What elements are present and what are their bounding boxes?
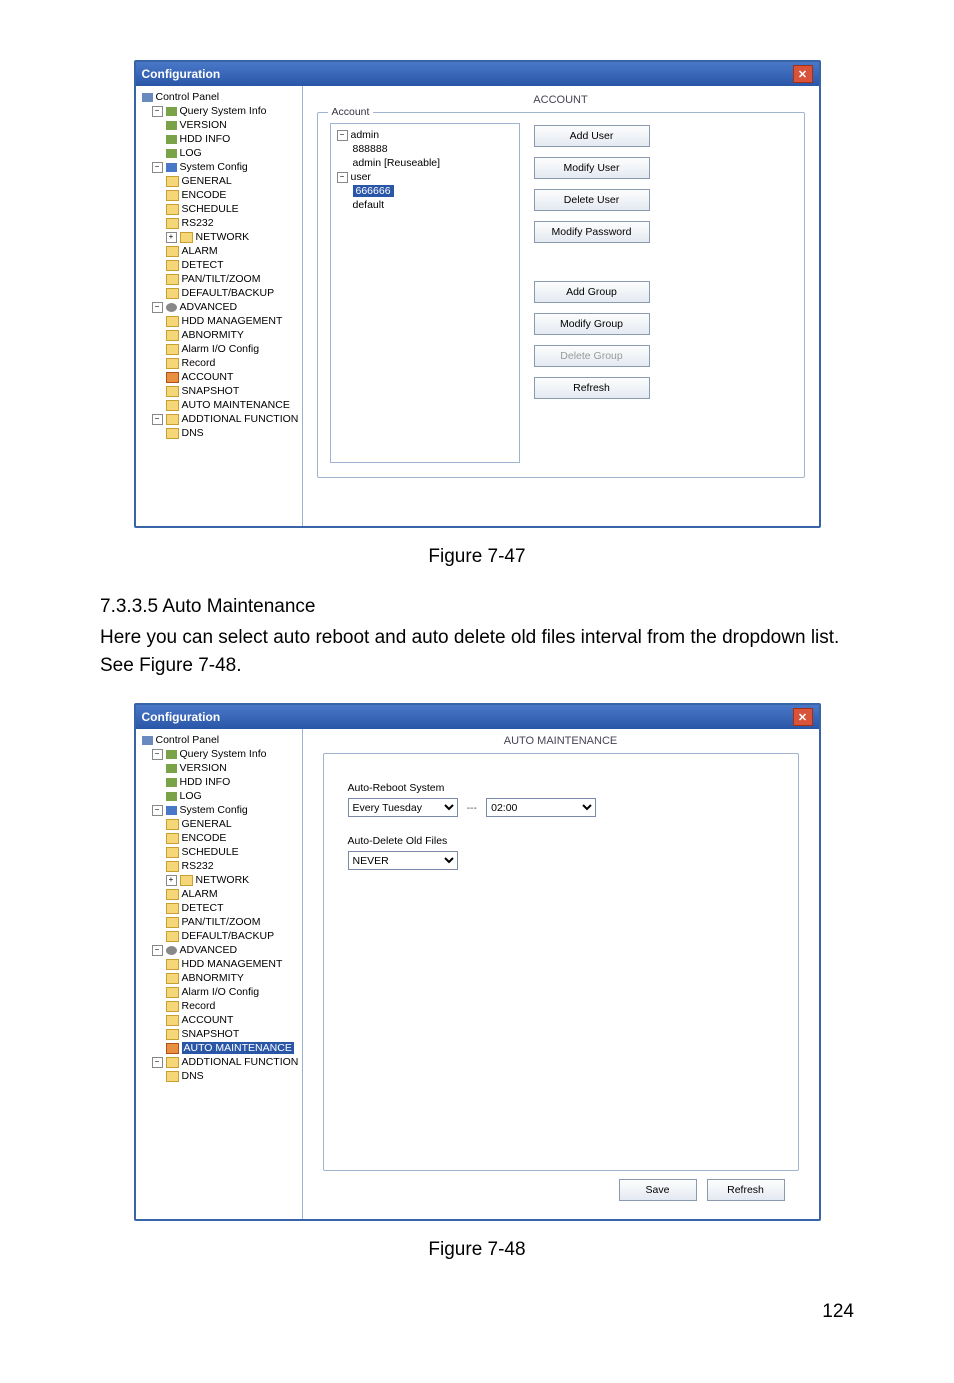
tree-alarm[interactable]: ALARM: [138, 887, 300, 901]
tree-query-system-info[interactable]: −Query System Info: [138, 747, 300, 761]
tree-control-panel[interactable]: Control Panel: [138, 733, 300, 747]
tree-system-config[interactable]: −System Config: [138, 160, 300, 174]
tree-abnormity[interactable]: ABNORMITY: [138, 971, 300, 985]
refresh-button-48[interactable]: Refresh: [707, 1179, 785, 1201]
account-tree: −admin 888888 admin [Reuseable] −user 66…: [330, 123, 520, 463]
tree-schedule[interactable]: SCHEDULE: [138, 845, 300, 859]
tree-encode[interactable]: ENCODE: [138, 188, 300, 202]
acct-888888[interactable]: 888888: [335, 142, 515, 156]
tree-schedule[interactable]: SCHEDULE: [138, 202, 300, 216]
tree-general[interactable]: GENERAL: [138, 174, 300, 188]
tree-ptz[interactable]: PAN/TILT/ZOOM: [138, 272, 300, 286]
acct-admin[interactable]: −admin: [335, 128, 515, 142]
tree-account[interactable]: ACCOUNT: [138, 1013, 300, 1027]
tree-hdd-mgmt[interactable]: HDD MANAGEMENT: [138, 314, 300, 328]
tree-hdd-mgmt[interactable]: HDD MANAGEMENT: [138, 957, 300, 971]
content-account: ACCOUNT Account −admin 888888 admin [Reu…: [303, 86, 819, 526]
tree-alarm-io[interactable]: Alarm I/O Config: [138, 985, 300, 999]
tree-network[interactable]: +NETWORK: [138, 230, 300, 244]
reboot-day-select[interactable]: Every Tuesday: [348, 798, 458, 817]
content-auto-maint: AUTO MAINTENANCE Auto-Reboot System Ever…: [303, 729, 819, 1219]
tree-snapshot[interactable]: SNAPSHOT: [138, 1027, 300, 1041]
close-icon[interactable]: ✕: [793, 65, 813, 83]
tree-account[interactable]: ACCOUNT: [138, 370, 300, 384]
titlebar: Configuration ✕: [136, 62, 819, 86]
tree-advanced[interactable]: −ADVANCED: [138, 300, 300, 314]
refresh-button[interactable]: Refresh: [534, 377, 650, 399]
tree-record[interactable]: Record: [138, 999, 300, 1013]
account-fieldset: Account −admin 888888 admin [Reuseable] …: [317, 112, 805, 478]
tree-record[interactable]: Record: [138, 356, 300, 370]
tree-auto-maint-sel[interactable]: AUTO MAINTENANCE: [138, 1041, 300, 1055]
tree-alarm[interactable]: ALARM: [138, 244, 300, 258]
figure-48-caption: Figure 7-48: [100, 1239, 854, 1261]
acct-admin-reuse[interactable]: admin [Reuseable]: [335, 156, 515, 170]
tree-network[interactable]: +NETWORK: [138, 873, 300, 887]
nav-tree: Control Panel −Query System Info VERSION…: [136, 86, 303, 526]
tree-rs232[interactable]: RS232: [138, 216, 300, 230]
close-icon-48[interactable]: ✕: [793, 708, 813, 726]
tree-alarm-io[interactable]: Alarm I/O Config: [138, 342, 300, 356]
reboot-time-select[interactable]: 02:00: [486, 798, 596, 817]
page-number: 124: [100, 1301, 854, 1323]
tree-additional[interactable]: −ADDTIONAL FUNCTION: [138, 412, 300, 426]
section-body: Here you can select auto reboot and auto…: [100, 624, 854, 679]
tree-auto-maint[interactable]: AUTO MAINTENANCE: [138, 398, 300, 412]
tree-detect[interactable]: DETECT: [138, 901, 300, 915]
panel-title-48: AUTO MAINTENANCE: [323, 735, 799, 747]
tree-additional[interactable]: −ADDTIONAL FUNCTION: [138, 1055, 300, 1069]
tree-detect[interactable]: DETECT: [138, 258, 300, 272]
add-user-button[interactable]: Add User: [534, 125, 650, 147]
auto-delete-label: Auto-Delete Old Files: [348, 835, 774, 847]
save-button[interactable]: Save: [619, 1179, 697, 1201]
tree-hdd-info[interactable]: HDD INFO: [138, 132, 300, 146]
tree-version[interactable]: VERSION: [138, 761, 300, 775]
delete-group-button[interactable]: Delete Group: [534, 345, 650, 367]
tree-advanced[interactable]: −ADVANCED: [138, 943, 300, 957]
delete-user-button[interactable]: Delete User: [534, 189, 650, 211]
nav-tree-48: Control Panel −Query System Info VERSION…: [136, 729, 303, 1219]
separator: ---: [467, 802, 478, 814]
add-group-button[interactable]: Add Group: [534, 281, 650, 303]
tree-hdd-info[interactable]: HDD INFO: [138, 775, 300, 789]
tree-dns[interactable]: DNS: [138, 1069, 300, 1083]
auto-reboot-label: Auto-Reboot System: [348, 782, 774, 794]
figure-47-caption: Figure 7-47: [100, 546, 854, 568]
figure-48-screenshot: Configuration ✕ Control Panel −Query Sys…: [134, 703, 821, 1221]
tree-default-backup[interactable]: DEFAULT/BACKUP: [138, 929, 300, 943]
window-title: Configuration: [142, 67, 221, 81]
tree-system-config[interactable]: −System Config: [138, 803, 300, 817]
acct-666666[interactable]: 666666: [335, 184, 515, 198]
tree-default-backup[interactable]: DEFAULT/BACKUP: [138, 286, 300, 300]
tree-abnormity[interactable]: ABNORMITY: [138, 328, 300, 342]
tree-query-system-info[interactable]: −Query System Info: [138, 104, 300, 118]
tree-log[interactable]: LOG: [138, 146, 300, 160]
tree-general[interactable]: GENERAL: [138, 817, 300, 831]
delete-select[interactable]: NEVER: [348, 851, 458, 870]
modify-password-button[interactable]: Modify Password: [534, 221, 650, 243]
tree-control-panel[interactable]: Control Panel: [138, 90, 300, 104]
section-heading: 7.3.3.5 Auto Maintenance: [100, 596, 854, 618]
figure-47-screenshot: Configuration ✕ Control Panel −Query Sys…: [134, 60, 821, 528]
modify-user-button[interactable]: Modify User: [534, 157, 650, 179]
tree-ptz[interactable]: PAN/TILT/ZOOM: [138, 915, 300, 929]
tree-dns[interactable]: DNS: [138, 426, 300, 440]
tree-snapshot[interactable]: SNAPSHOT: [138, 384, 300, 398]
titlebar-48: Configuration ✕: [136, 705, 819, 729]
tree-version[interactable]: VERSION: [138, 118, 300, 132]
fieldset-legend: Account: [328, 106, 374, 118]
acct-user[interactable]: −user: [335, 170, 515, 184]
modify-group-button[interactable]: Modify Group: [534, 313, 650, 335]
tree-log[interactable]: LOG: [138, 789, 300, 803]
tree-rs232[interactable]: RS232: [138, 859, 300, 873]
tree-encode[interactable]: ENCODE: [138, 831, 300, 845]
window-title-48: Configuration: [142, 710, 221, 724]
panel-title: ACCOUNT: [317, 94, 805, 106]
maint-fieldset: Auto-Reboot System Every Tuesday --- 02:…: [323, 753, 799, 1171]
acct-default[interactable]: default: [335, 198, 515, 212]
